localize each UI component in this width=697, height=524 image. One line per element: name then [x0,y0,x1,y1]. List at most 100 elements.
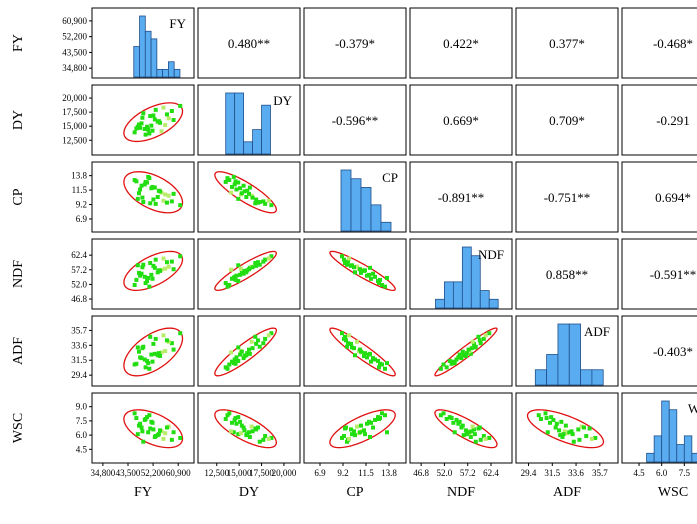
data-point [169,437,174,442]
x-tick-label: 52,200 [141,468,166,478]
data-point [146,275,151,280]
histogram-bar [661,400,670,463]
panel-ndf-cp [303,238,407,310]
data-point [362,353,366,358]
data-point [373,274,377,279]
data-point [378,361,382,366]
data-point [468,435,473,439]
y-axis-name-dy: DY [11,110,26,130]
data-point [266,198,271,203]
data-point [134,361,139,366]
confidence-ellipse [123,327,184,377]
histogram-bar [479,290,490,309]
panel-fy-adf: 0.377* [515,7,619,79]
data-point [164,425,169,430]
y-tick-label: 57.2 [71,265,87,275]
histogram-bar [683,435,693,463]
histogram-bar [261,104,271,155]
data-point [229,350,234,355]
panel-cp-cp: CP [303,161,407,233]
data-point [142,274,147,279]
y-axis-adf: 29.4 31.5 33.6 35.7 ADF [11,325,92,380]
histogram-bar [162,68,169,78]
y-tick-label: 29.4 [71,370,87,380]
data-point [135,263,140,268]
histogram-bar [691,452,697,463]
data-point [349,263,353,268]
data-point [385,275,389,280]
histogram-bar [488,298,499,309]
data-point [463,428,468,433]
data-point [266,256,271,261]
data-point [147,131,152,136]
y-tick-label: 52,200 [62,32,87,42]
histogram-bar [370,204,382,232]
data-point [147,176,152,181]
data-point [241,183,246,188]
diagonal-label-ndf: NDF [478,247,504,262]
data-point [153,201,158,206]
y-tick-label: 62.4 [71,250,87,260]
x-tick-label: 35.7 [592,468,608,478]
data-point [136,349,141,354]
y-tick-label: 12,500 [62,135,87,145]
data-point [261,437,266,442]
data-point [449,416,454,421]
panel-dy-ndf: 0.669* [409,84,513,156]
data-point [545,430,550,435]
data-point [456,355,461,360]
data-point [359,270,363,275]
histogram-bar [591,369,604,386]
data-point [461,353,466,358]
data-point [250,195,255,200]
data-point [239,191,244,196]
data-point [148,426,153,431]
data-point [156,268,161,273]
data-point [472,432,477,437]
y-axis-cp: 6.9 9.2 11.5 13.8 CP [11,171,92,224]
panel-wsc-dy [197,392,301,464]
panel-dy-cp: -0.596** [303,84,407,156]
data-point [454,357,459,362]
data-point [152,351,157,356]
data-point [257,262,262,267]
y-tick-label: 6.9 [76,214,88,224]
data-point [344,260,348,265]
panel-dy-adf: 0.709* [515,84,619,156]
data-point [368,435,372,439]
panel-fy-wsc: -0.468* [621,7,697,79]
data-point [239,423,244,428]
data-point [344,425,348,430]
panel-adf-cp [303,315,407,387]
confidence-ellipse [214,327,278,377]
histogram-bar [173,68,181,78]
data-point [146,127,151,132]
confidence-ellipse [329,327,396,377]
data-point [136,122,141,127]
histogram-bar [167,61,175,78]
histogram-bar [557,323,570,386]
data-point [371,271,375,276]
data-point [353,270,357,275]
data-point [242,268,247,273]
data-point [142,357,147,362]
data-point [343,334,347,339]
data-point [163,192,168,197]
data-point [589,436,594,441]
data-point [255,425,260,430]
y-axis-ndf: 46.8 52.0 57.2 62.4 NDF [11,250,92,304]
data-point [347,436,351,441]
data-point [269,435,274,440]
data-point [233,179,238,184]
data-point [247,347,251,352]
histogram-bar [234,92,245,155]
data-point [463,353,468,358]
panel-frame [515,161,619,233]
data-point [140,429,145,434]
data-point [229,359,234,364]
data-point [359,349,363,354]
data-point [141,200,146,205]
data-point [584,434,589,439]
correlation-fy-wsc: -0.468* [653,36,693,51]
